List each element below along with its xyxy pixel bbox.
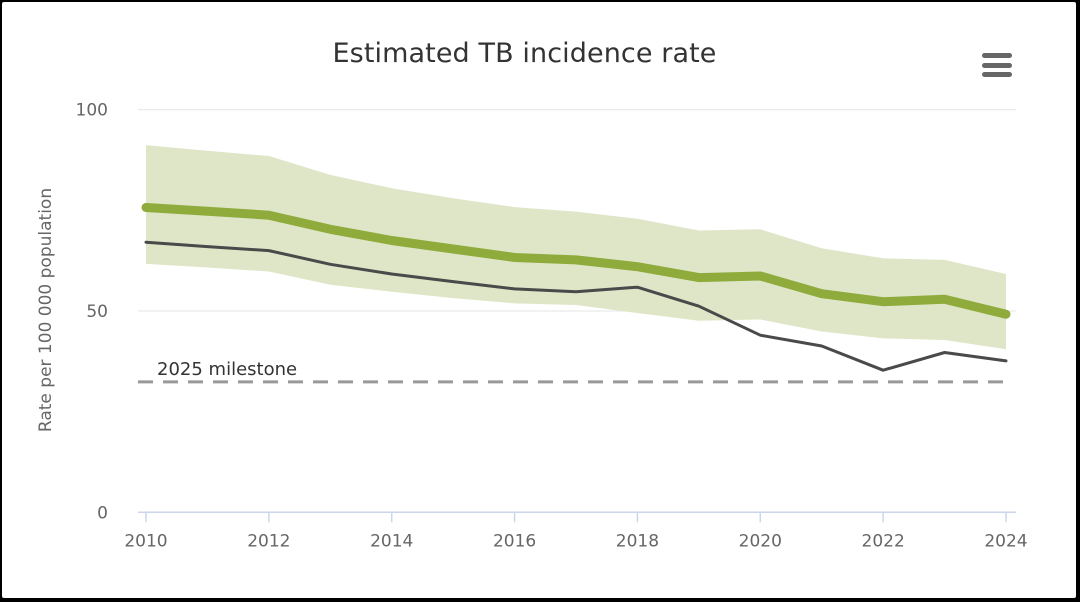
milestone-label: 2025 milestone: [157, 359, 297, 380]
y-tick-label: 100: [76, 101, 108, 121]
uncertainty-band: [146, 145, 1006, 350]
uncertainty-band-layer: [146, 145, 1006, 350]
hamburger-menu-icon-bar: [982, 72, 1012, 77]
y-tick-label: 50: [86, 302, 108, 322]
y-axis: 0 50 100: [76, 101, 108, 524]
x-axis: 2010 2012 2014 2016 2018 2020 2022 2024: [124, 511, 1028, 551]
hamburger-menu-icon-bar: [982, 63, 1012, 68]
x-tick-label: 2018: [616, 531, 659, 551]
y-tick-label: 0: [97, 503, 108, 523]
x-tick-label: 2014: [370, 531, 413, 551]
x-tick-label: 2020: [739, 531, 782, 551]
chart-title: Estimated TB incidence rate: [332, 38, 717, 69]
x-tick-label: 2012: [247, 531, 290, 551]
x-tick-label: 2016: [493, 531, 536, 551]
hamburger-menu-icon: [982, 53, 1012, 58]
x-tick-label: 2010: [124, 531, 167, 551]
series-lines: [141, 203, 1011, 372]
x-tick-label: 2024: [984, 531, 1027, 551]
x-tick-label: 2022: [862, 531, 905, 551]
chart-menu-button[interactable]: [976, 46, 1016, 82]
y-axis-title: Rate per 100 000 population: [36, 188, 56, 432]
milestone-layer: 2025 milestone: [138, 359, 1008, 384]
notified-rate-line: [144, 240, 1008, 372]
estimated-incidence-line: [141, 203, 1011, 319]
